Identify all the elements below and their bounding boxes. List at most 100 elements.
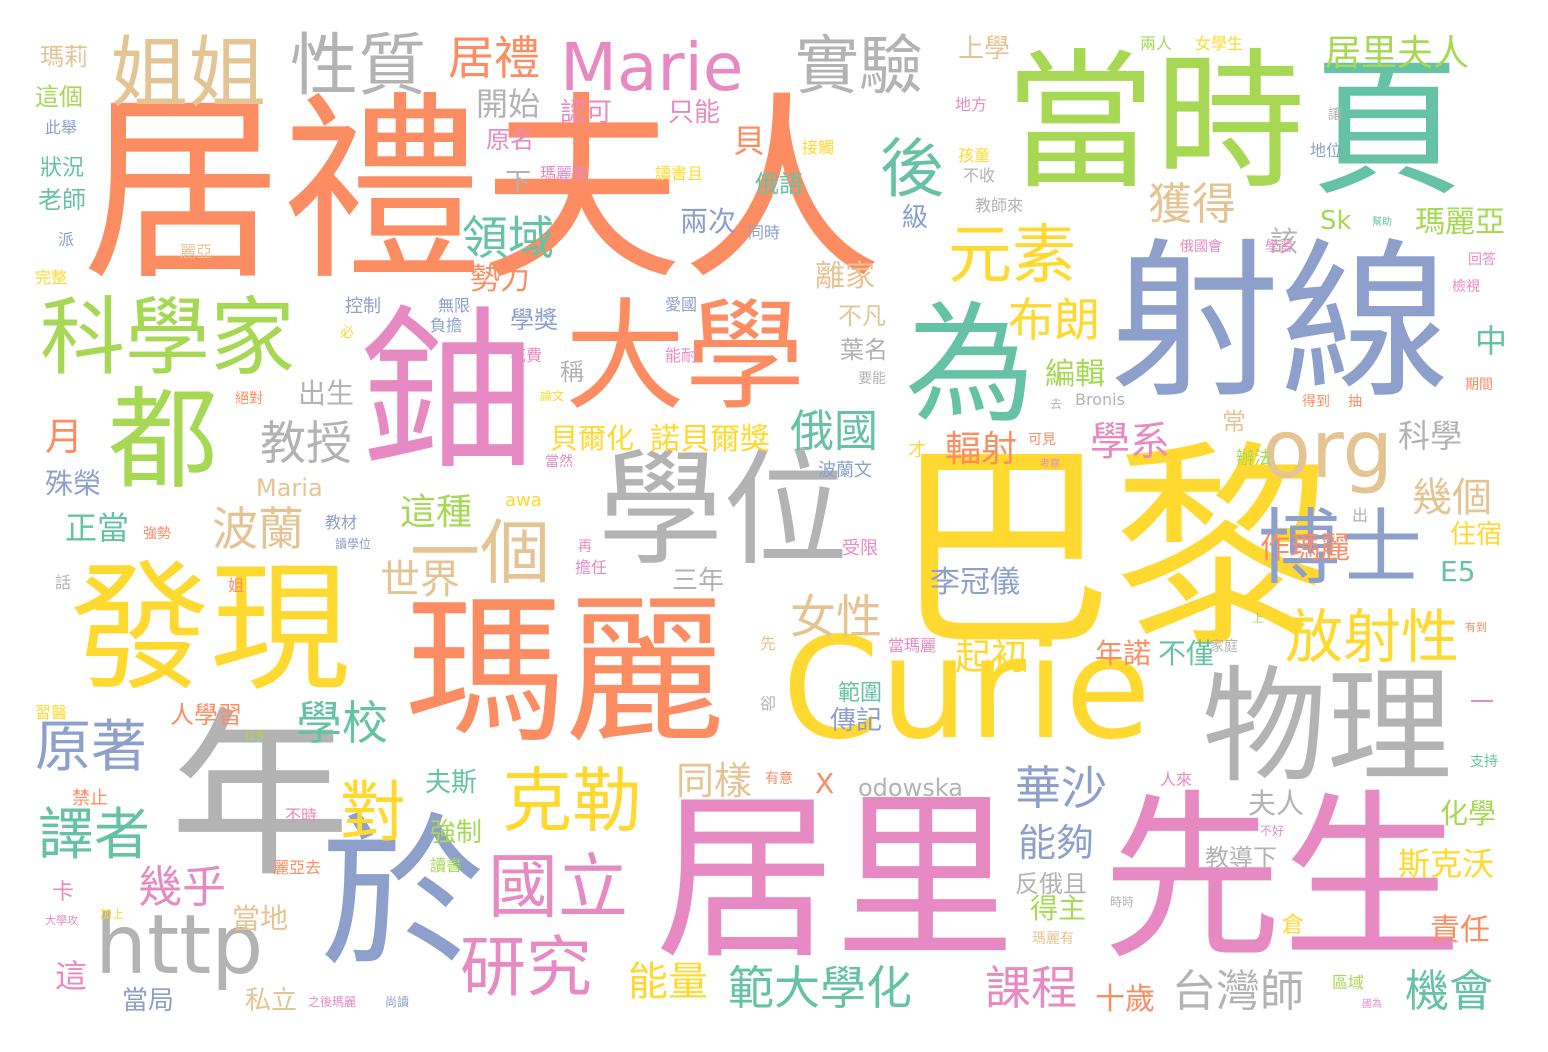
word: 不收 (963, 166, 996, 185)
word: 瑪麗亞 (1415, 205, 1505, 240)
word: 接觸 (802, 138, 835, 157)
word: 得主 (1030, 892, 1087, 925)
word: 居里夫人 (1325, 33, 1470, 74)
word: 家庭 (1210, 639, 1238, 655)
word: 葉名 (840, 336, 888, 364)
word: E5 (1440, 555, 1476, 588)
word: 女學生 (1195, 34, 1244, 53)
word: 頁 (1312, 43, 1463, 217)
word: 貝爾化 (550, 422, 635, 455)
word: 華沙 (1015, 761, 1107, 815)
word: 該 (1270, 225, 1299, 258)
word: 強制 (430, 818, 483, 848)
word: http (95, 898, 264, 993)
word: 狀況 (40, 156, 85, 181)
word: 姐 (228, 576, 245, 595)
word: 勢力 (470, 262, 530, 297)
word: 學位 (598, 438, 848, 583)
word: 一 (1470, 688, 1494, 716)
word: 後 (880, 133, 944, 207)
word: odowska (858, 774, 963, 802)
word: 倉 (1282, 913, 1305, 938)
word: 居禮夫人 (82, 75, 883, 308)
word: 習醫 (35, 703, 68, 722)
word: 卡 (52, 880, 75, 905)
word: 十歲 (1095, 982, 1155, 1017)
word: 教導下 (1205, 844, 1277, 872)
word: 當時 (1005, 36, 1306, 210)
word: 讀書 (430, 856, 463, 875)
word: 麗亞 (180, 242, 213, 261)
word: 才 (908, 440, 926, 461)
word: 責任 (1430, 913, 1490, 948)
word: 完整 (35, 268, 68, 287)
word: 不凡 (838, 302, 886, 330)
word: 鈾 (360, 291, 535, 494)
word: 卻 (760, 694, 777, 713)
word: 控制 (345, 296, 381, 317)
word: 教授 (260, 416, 352, 470)
word: 禁止 (72, 788, 108, 809)
word: 輻射 (945, 429, 1018, 470)
word: 夫人 (1248, 787, 1305, 820)
word: 殊榮 (45, 467, 102, 500)
word: 上學 (958, 34, 1011, 64)
word: 台灣師 (1172, 966, 1304, 1017)
word: awa (505, 490, 542, 511)
word: 學獎 (510, 306, 558, 334)
word: 範圍 (838, 681, 883, 706)
word: 住宿 (1450, 520, 1503, 550)
word: 同時 (748, 223, 781, 242)
word: 離家 (815, 259, 875, 294)
word: 先生 (1102, 775, 1463, 984)
word: 話 (55, 573, 72, 592)
word: Maria (256, 474, 323, 502)
word: 原著 (35, 715, 147, 780)
word: 大學攻 (45, 914, 78, 927)
word: 世界 (380, 557, 460, 603)
word: 瑪麗有 (1032, 931, 1074, 947)
word: 於 (320, 798, 485, 990)
word: 上 (1252, 611, 1265, 625)
word: 孩童 (958, 146, 991, 165)
word: 實驗 (795, 30, 923, 104)
word: 性質 (290, 27, 427, 106)
word: 學系 (1090, 419, 1170, 465)
word: 無限 (438, 296, 471, 315)
word: 支持 (1470, 754, 1498, 770)
word: 之後瑪麗 (308, 995, 357, 1009)
word: 私立 (245, 986, 298, 1016)
word: 不時 (285, 806, 318, 825)
word: Sk (1320, 206, 1352, 236)
word: 當瑪麗 (888, 636, 937, 655)
word: 人學習 (170, 701, 242, 729)
word: 發現 (70, 548, 351, 711)
word: 此舉 (45, 118, 78, 137)
word: 可見 (1028, 432, 1056, 448)
word: 兩人 (1140, 34, 1173, 53)
word: 派 (58, 230, 75, 249)
word: 巴黎 (893, 422, 1334, 678)
word: 辦法 (1236, 448, 1272, 469)
word: 年諾 (1095, 637, 1152, 670)
word: 對 (340, 774, 406, 851)
word: 能夠 (1018, 821, 1095, 865)
word: 科學 (1398, 417, 1463, 455)
word: 檢視 (1452, 279, 1480, 295)
word: 時時 (1110, 895, 1135, 909)
word: 李冠儀 (930, 565, 1020, 600)
word: 諾貝爾獎 (650, 422, 770, 457)
word: 幾個 (1412, 475, 1492, 521)
word: 中 (1475, 322, 1508, 360)
word: 波蘭文 (818, 460, 872, 481)
word: 反俄且 (1015, 870, 1087, 898)
word: 布朗 (1008, 293, 1100, 347)
word: 為 (905, 289, 1036, 441)
word: 射線 (1110, 224, 1451, 422)
word: 居里 (655, 775, 1016, 984)
word: 機會 (1405, 966, 1493, 1017)
word: 這 (55, 957, 88, 995)
word: 月 (45, 415, 84, 459)
word: 尚讀 (385, 995, 410, 1009)
word: 老師 (38, 186, 86, 214)
